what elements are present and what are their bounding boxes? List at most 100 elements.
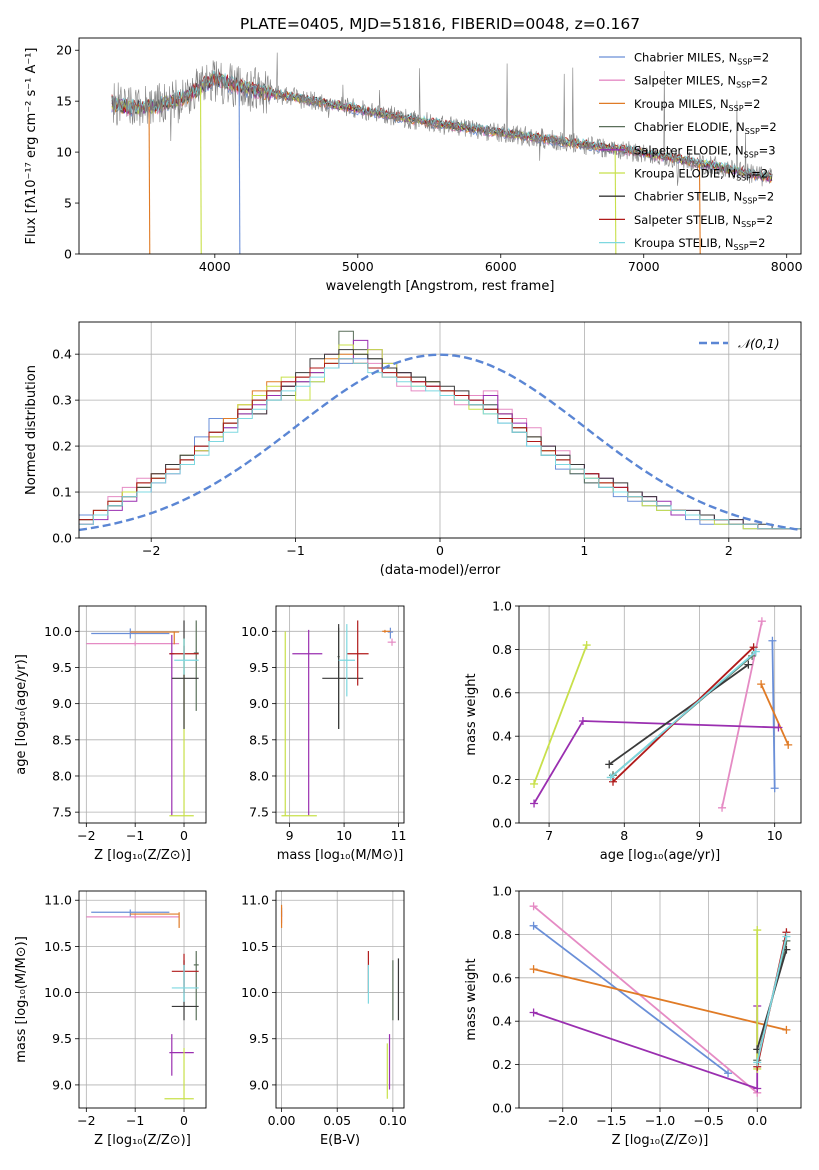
plot-area	[529, 902, 791, 1097]
plot-area	[79, 330, 801, 538]
panel-residuals: −2 −1 0 1 2 0.0 0.1 0.2 0.3 0.4 (data-model)/error…	[24, 321, 802, 578]
weight-marker-salpeter_miles	[718, 803, 727, 812]
y-axis-label: mass weight	[464, 958, 479, 1040]
x-tick-label: 0	[180, 828, 188, 843]
x-tick-label: 0.00	[268, 1113, 296, 1128]
axes-frame	[78, 890, 207, 1109]
y-tick-label: 9.0	[52, 696, 72, 711]
weight-marker-salpeter_stelib	[749, 643, 758, 652]
y-tick-label: 0.3	[52, 393, 72, 408]
x-tick-label: 5000	[342, 259, 374, 274]
legend-label: Kroupa MILES, NSSP=2	[634, 97, 760, 113]
y-tick-label: 8.0	[52, 768, 72, 783]
y-axis-label: mass weight	[464, 673, 479, 755]
y-tick-label: 9.5	[52, 1031, 72, 1046]
x-tick-label: 7	[545, 828, 553, 843]
weight-marker-kroupa_elodie	[582, 641, 591, 650]
figure-title: PLATE=0405, MJD=51816, FIBERID=0048, z=0…	[240, 15, 640, 33]
y-tick-label: 1.0	[492, 599, 512, 614]
x-axis-label: Z [log₁₀(Z/Z⊙)]	[94, 1133, 191, 1148]
y-tick-label: 0.6	[492, 685, 512, 700]
weight-line-kroupa_elodie	[533, 644, 588, 785]
weight-line-kroupa_miles	[760, 683, 790, 746]
data-spectrum	[111, 52, 773, 187]
weight-line-salpeter_elodie	[533, 720, 779, 804]
weight-line-salpeter_miles	[533, 905, 758, 1094]
plot-area	[530, 617, 793, 812]
y-tick-label: 0.4	[492, 729, 512, 744]
spectrum-gap	[148, 106, 151, 254]
weight-line-chabrier_miles	[533, 924, 729, 1075]
weight-line-chabrier_stelib	[608, 663, 749, 766]
y-tick-label: 10.5	[44, 939, 72, 954]
x-axis-label: mass [log₁₀(M/M⊙)]	[277, 848, 404, 863]
weight-marker-salpeter_miles	[529, 902, 538, 911]
axes-frame	[275, 605, 405, 824]
weight-marker-salpeter_elodie	[753, 1084, 762, 1093]
y-tick-label: 9.5	[249, 660, 269, 675]
y-tick-label: 10.0	[241, 985, 269, 1000]
weight-marker-chabrier_miles	[770, 784, 779, 793]
y-tick-label: 5	[64, 196, 72, 211]
axes-frame	[78, 37, 802, 255]
weight-marker-chabrier_miles	[768, 636, 777, 645]
legend-label: Salpeter ELODIE, NSSP=3	[634, 143, 776, 159]
legend: Chabrier MILES, NSSP=2 Salpeter MILES, NS…	[599, 51, 777, 252]
y-tick-label: 10.5	[241, 939, 269, 954]
y-tick-label: 0.6	[492, 970, 512, 985]
spectrum-gap	[614, 149, 617, 254]
weight-marker-kroupa_elodie	[753, 926, 762, 935]
weight-marker-chabrier_miles	[529, 921, 538, 930]
weight-marker-salpeter_elodie	[530, 799, 539, 808]
y-tick-label: 10	[56, 145, 72, 160]
panel-weight_vs_age: 7 8 9 10 0.0 0.2 0.4 0.6 0.8 1.0 age [log₁₀(age/yr…	[464, 599, 802, 863]
x-tick-label: −1	[126, 828, 144, 843]
x-axis-label: wavelength [Angstrom, rest frame]	[326, 279, 555, 294]
plot-area	[280, 904, 400, 1099]
y-tick-label: 0.0	[492, 1101, 512, 1116]
x-tick-label: −2	[77, 1113, 95, 1128]
weight-marker-chabrier_stelib	[744, 660, 753, 669]
y-tick-label: 0	[64, 247, 72, 262]
plot-area	[111, 52, 773, 254]
y-tick-label: 0.1	[52, 485, 72, 500]
x-axis-label: Z [log₁₀(Z/Z⊙)]	[94, 848, 191, 863]
x-axis-label: (data-model)/error	[380, 563, 501, 578]
x-tick-label: −2	[77, 828, 95, 843]
x-tick-label: 7000	[628, 259, 660, 274]
weight-marker-kroupa_stelib	[753, 1058, 762, 1067]
y-tick-label: 0.2	[52, 439, 72, 454]
panel-mass_vs_Z: −2 −1 0 9.0 9.5 10.0 10.5 11.0 Z [log₁₀(Z/Z⊙)] ma…	[14, 890, 207, 1148]
legend-label: Chabrier ELODIE, NSSP=2	[634, 120, 777, 136]
y-tick-label: 10.0	[44, 624, 72, 639]
x-tick-label: 0.10	[379, 1113, 407, 1128]
y-tick-label: 0.2	[492, 772, 512, 787]
spectrum-gap	[238, 86, 241, 254]
legend-label: Kroupa STELIB, NSSP=2	[634, 236, 765, 252]
weight-marker-salpeter_miles	[757, 617, 766, 626]
axes-frame	[518, 890, 802, 1109]
weight-marker-salpeter_elodie	[529, 1008, 538, 1017]
y-tick-label: 1.0	[492, 884, 512, 899]
y-tick-label: 11.0	[241, 893, 269, 908]
x-tick-label: 6000	[485, 259, 517, 274]
axes-frame	[518, 605, 802, 824]
x-tick-label: 0.0	[747, 1113, 767, 1128]
legend-label: Salpeter STELIB, NSSP=2	[634, 213, 773, 229]
y-tick-label: 9.0	[52, 1077, 72, 1092]
y-tick-label: 0.4	[52, 347, 72, 362]
spectrum-gap	[698, 163, 701, 254]
y-tick-label: 10.0	[241, 624, 269, 639]
x-tick-label: 9	[696, 828, 704, 843]
panel-age_vs_mass: 9 10 11 7.5 8.0 8.5 9.0 9.5 10.0 mass [log₁₀(M/M⊙…	[241, 605, 407, 863]
y-tick-label: 0.8	[492, 642, 512, 657]
weight-marker-chabrier_miles	[724, 1069, 733, 1078]
y-tick-label: 9.5	[249, 1031, 269, 1046]
x-tick-label: 0	[436, 543, 444, 558]
y-axis-label: age [log₁₀(age/yr)]	[14, 654, 29, 775]
weight-marker-kroupa_miles	[529, 965, 538, 974]
x-tick-label: −1	[126, 1113, 144, 1128]
legend-label: Kroupa ELODIE, NSSP=2	[634, 167, 768, 183]
weight-marker-kroupa_miles	[782, 1025, 791, 1034]
